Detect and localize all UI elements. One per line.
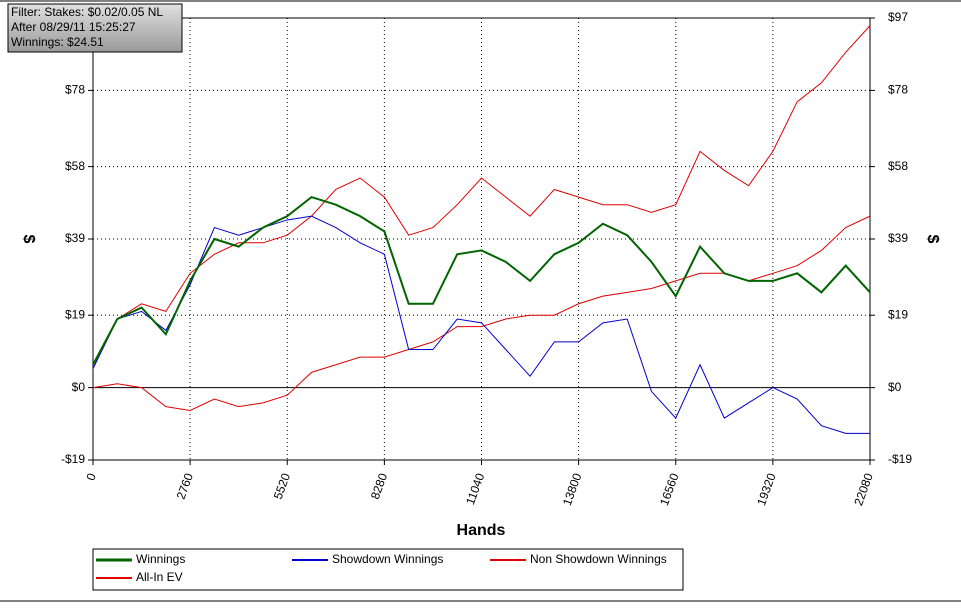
y2-tick-label: $19 — [888, 307, 908, 321]
info-box — [7, 3, 183, 53]
series-line — [92, 195, 871, 366]
x-tick-label: 8280 — [368, 471, 390, 501]
x-tick-label: 0 — [83, 471, 99, 482]
y2-axis-title: $ — [924, 235, 941, 244]
x-tick-label: 11040 — [463, 471, 487, 507]
legend-label: Non Showdown Winnings — [530, 552, 667, 566]
legend — [92, 548, 684, 591]
x-tick-label: 22080 — [851, 471, 876, 507]
legend-label: Showdown Winnings — [332, 552, 443, 566]
x-tick-label: 19320 — [754, 471, 779, 507]
info-line: Winnings: $24.51 — [11, 35, 104, 49]
x-tick-label: 2760 — [174, 471, 196, 501]
y-tick-label: -$19 — [61, 452, 85, 466]
y-tick-label: $58 — [65, 159, 85, 173]
y-tick-label: $78 — [65, 83, 85, 97]
x-axis-title: Hands — [457, 522, 506, 539]
y2-tick-label: $39 — [888, 231, 908, 245]
series-line — [92, 215, 870, 434]
y-tick-label: $39 — [65, 231, 85, 245]
y-tick-label: $19 — [65, 307, 85, 321]
series-line — [92, 215, 871, 411]
y-axis-title: $ — [20, 235, 37, 244]
y2-tick-label: -$19 — [888, 452, 912, 466]
y2-tick-label: $58 — [888, 159, 908, 173]
y2-tick-label: $78 — [888, 83, 908, 97]
x-tick-label: 5520 — [271, 471, 293, 501]
legend-label: All-In EV — [136, 570, 183, 584]
series-line — [92, 25, 871, 369]
legend-label: Winnings — [136, 552, 185, 566]
info-line: Filter: Stakes: $0.02/0.05 NL — [11, 5, 163, 19]
x-tick-label: 16560 — [657, 471, 682, 507]
y-tick-label: $0 — [72, 380, 86, 394]
y2-tick-label: $0 — [888, 380, 902, 394]
info-line: After 08/29/11 15:25:27 — [11, 20, 136, 34]
x-tick-label: 13800 — [560, 471, 585, 507]
y2-tick-label: $97 — [888, 10, 908, 24]
